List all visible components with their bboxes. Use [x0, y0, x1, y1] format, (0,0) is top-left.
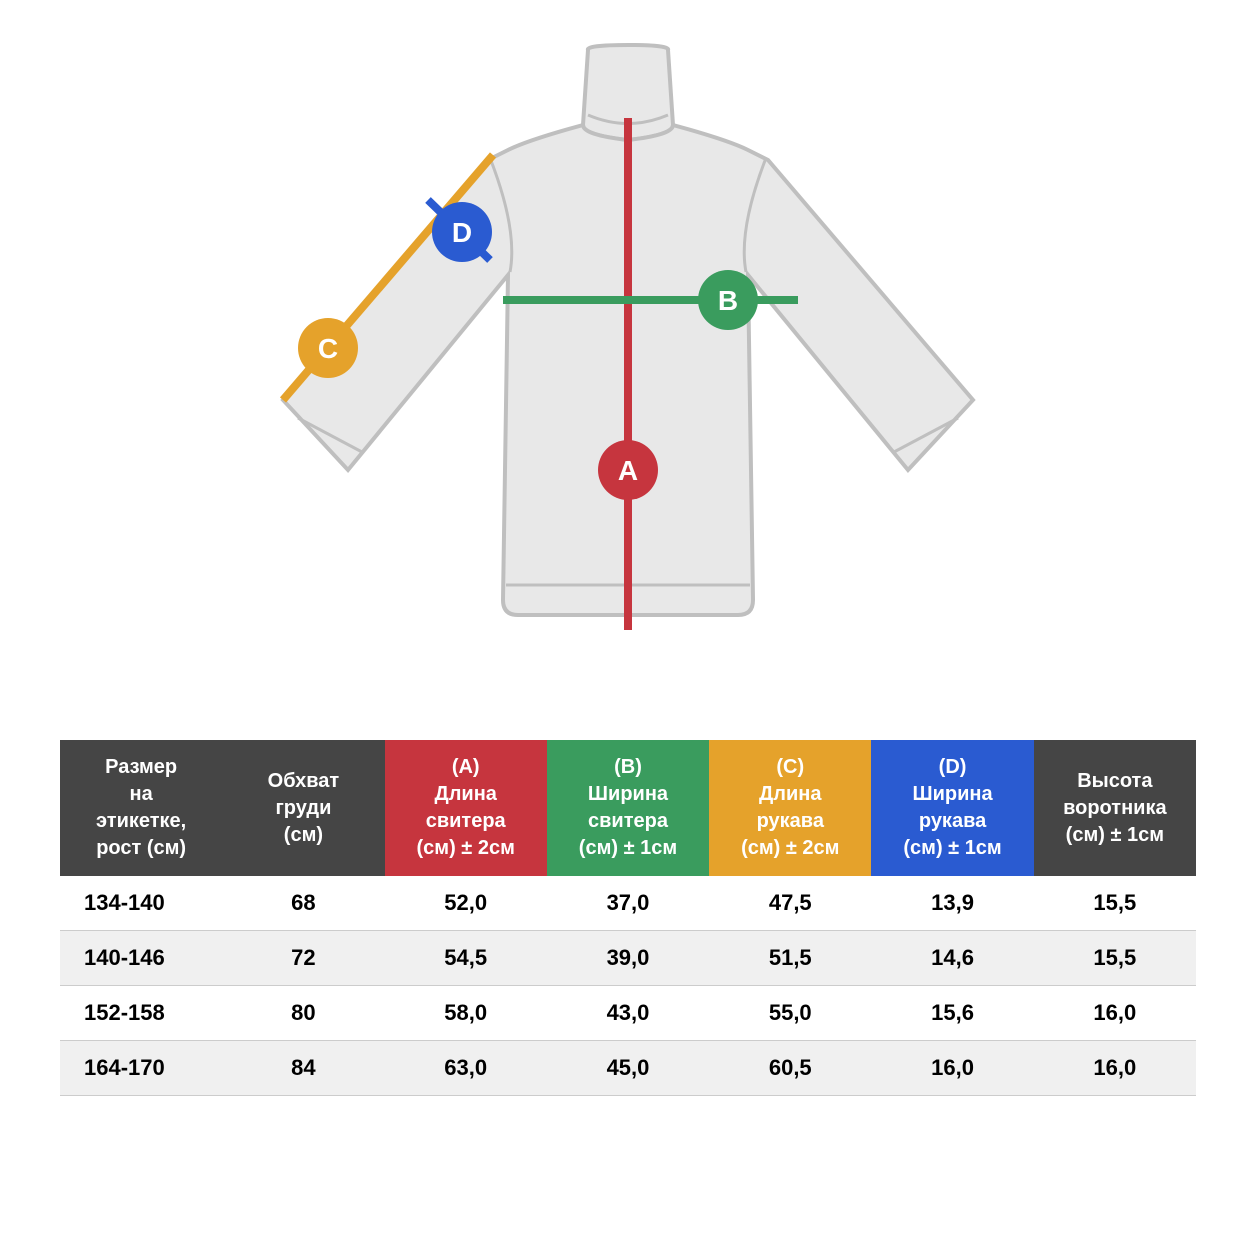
marker-d-label: D [452, 217, 472, 248]
table-header: Размернаэтикетке,рост (см)Обхватгруди(см… [60, 740, 1196, 876]
marker-a-label: A [618, 455, 638, 486]
header-D: (D)Ширинарукава(см) ± 1см [871, 740, 1033, 876]
cell-B: 37,0 [547, 876, 709, 931]
header-B: (B)Ширинасвитера(см) ± 1см [547, 740, 709, 876]
header-collar: Высотаворотника(см) ± 1см [1034, 740, 1196, 876]
table-body: 134-1406852,037,047,513,915,5140-1467254… [60, 876, 1196, 1096]
marker-d: D [432, 202, 492, 262]
cell-chest: 84 [222, 1041, 384, 1096]
cell-C: 47,5 [709, 876, 871, 931]
cell-A: 52,0 [385, 876, 547, 931]
table-row: 140-1467254,539,051,514,615,5 [60, 931, 1196, 986]
marker-a: A [598, 440, 658, 500]
sweater-diagram: A B C D [228, 40, 1028, 680]
cell-B: 43,0 [547, 986, 709, 1041]
table-row: 134-1406852,037,047,513,915,5 [60, 876, 1196, 931]
cell-B: 39,0 [547, 931, 709, 986]
cell-collar: 16,0 [1034, 986, 1196, 1041]
marker-b: B [698, 270, 758, 330]
cell-C: 60,5 [709, 1041, 871, 1096]
header-chest: Обхватгруди(см) [222, 740, 384, 876]
cell-D: 14,6 [871, 931, 1033, 986]
cell-C: 51,5 [709, 931, 871, 986]
cell-collar: 15,5 [1034, 931, 1196, 986]
cell-collar: 15,5 [1034, 876, 1196, 931]
size-table: Размернаэтикетке,рост (см)Обхватгруди(см… [60, 740, 1196, 1096]
cell-chest: 68 [222, 876, 384, 931]
table-row: 152-1588058,043,055,015,616,0 [60, 986, 1196, 1041]
cell-D: 13,9 [871, 876, 1033, 931]
cell-A: 54,5 [385, 931, 547, 986]
table-row: 164-1708463,045,060,516,016,0 [60, 1041, 1196, 1096]
cell-chest: 72 [222, 931, 384, 986]
cell-C: 55,0 [709, 986, 871, 1041]
cell-B: 45,0 [547, 1041, 709, 1096]
cell-size: 134-140 [60, 876, 222, 931]
marker-c-label: C [318, 333, 338, 364]
cell-D: 16,0 [871, 1041, 1033, 1096]
cell-size: 164-170 [60, 1041, 222, 1096]
cell-collar: 16,0 [1034, 1041, 1196, 1096]
cell-size: 152-158 [60, 986, 222, 1041]
marker-b-label: B [718, 285, 738, 316]
header-A: (A)Длинасвитера(см) ± 2см [385, 740, 547, 876]
cell-size: 140-146 [60, 931, 222, 986]
sweater-svg: A B C D [228, 40, 1028, 680]
cell-A: 63,0 [385, 1041, 547, 1096]
marker-c: C [298, 318, 358, 378]
cell-D: 15,6 [871, 986, 1033, 1041]
size-table-container: Размернаэтикетке,рост (см)Обхватгруди(см… [60, 740, 1196, 1096]
header-C: (C)Длинарукава(см) ± 2см [709, 740, 871, 876]
cell-A: 58,0 [385, 986, 547, 1041]
header-size: Размернаэтикетке,рост (см) [60, 740, 222, 876]
cell-chest: 80 [222, 986, 384, 1041]
